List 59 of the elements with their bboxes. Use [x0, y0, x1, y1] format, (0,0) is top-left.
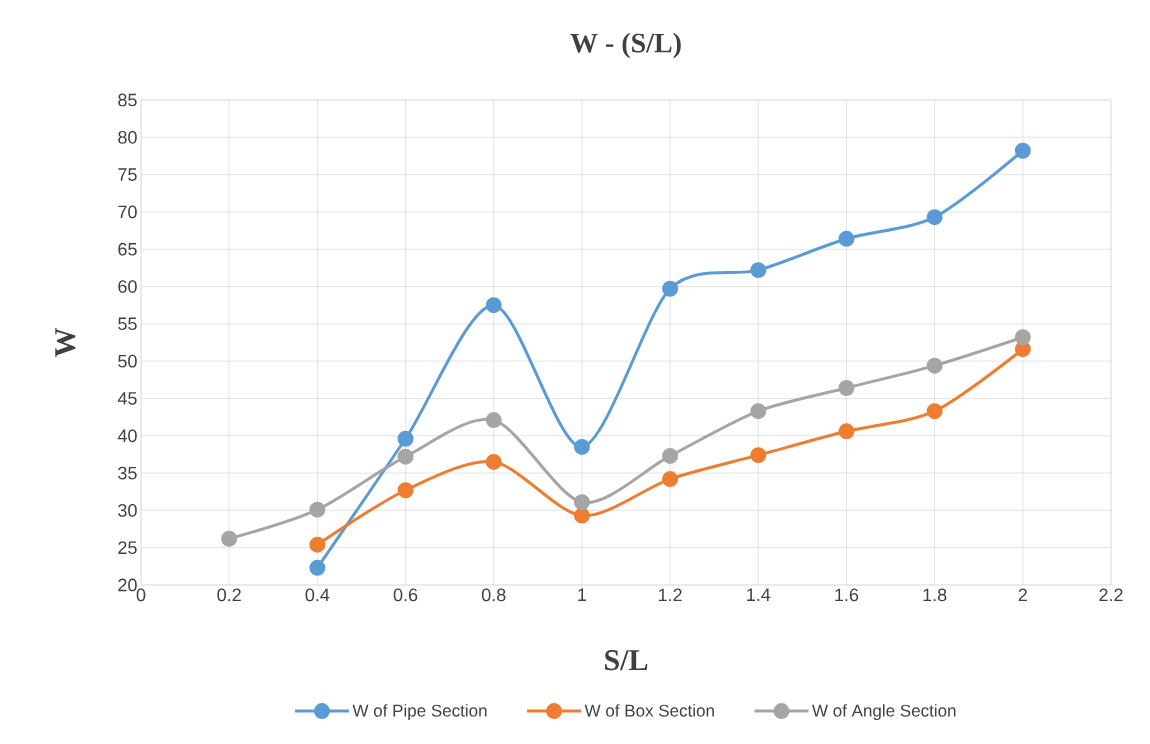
y-tick-label: 55 [118, 317, 137, 331]
x-tick-label: 1 [578, 588, 587, 601]
legend-label: W of Angle Section [812, 704, 956, 721]
point [662, 447, 679, 464]
x-tick-label: 0 [136, 588, 146, 602]
point [926, 209, 943, 226]
point [309, 501, 326, 518]
y-tick-label: 45 [117, 392, 137, 405]
point [485, 412, 502, 429]
point [573, 494, 590, 511]
x-tick-label: 2.2 [1099, 588, 1123, 602]
point [221, 530, 238, 547]
point [309, 559, 326, 576]
point [926, 403, 943, 420]
y-tick-label: 25 [118, 541, 137, 555]
point [397, 482, 414, 499]
point [662, 471, 679, 488]
point [662, 280, 679, 297]
chart-title: W - (S/L) [570, 32, 681, 59]
y-tick-label: 20 [118, 578, 137, 592]
y-tick-label: 35 [118, 466, 137, 480]
y-tick-label: 80 [118, 130, 137, 144]
y-tick-label: 40 [117, 429, 137, 443]
point [750, 262, 767, 279]
x-tick-label: 1.6 [835, 588, 859, 602]
x-axis-title: S/L [605, 650, 648, 671]
x-tick-label: 0.4 [305, 588, 330, 602]
point [397, 430, 414, 447]
y-tick-label: 50 [118, 354, 137, 368]
legend-label: W of Pipe Section [352, 704, 487, 721]
x-tick-label: 2 [1018, 588, 1027, 602]
y-tick-label: 30 [118, 504, 137, 517]
x-tick-label: 1.2 [658, 588, 682, 602]
y-tick-label: 85 [118, 93, 137, 107]
point [838, 423, 855, 440]
point [750, 403, 767, 420]
point [397, 448, 414, 465]
point [573, 507, 590, 524]
point [573, 438, 590, 455]
x-tick-label: 0.2 [217, 588, 241, 602]
point [309, 536, 326, 553]
y-tick-label: 70 [118, 205, 137, 219]
x-tick-label: 1.8 [923, 588, 947, 602]
point [485, 297, 502, 314]
point [485, 453, 502, 470]
x-tick-label: 1.4 [747, 588, 771, 601]
point [1014, 329, 1031, 346]
y-axis-title: W [55, 327, 76, 358]
y-tick-label: 65 [118, 242, 137, 256]
point [838, 230, 855, 247]
x-tick-label: 0.8 [481, 588, 506, 602]
x-tick-label: 0.6 [393, 588, 418, 602]
point [838, 380, 855, 397]
point [926, 357, 943, 374]
point [1014, 142, 1031, 159]
point [750, 447, 767, 464]
legend-label: W of Box Section [584, 704, 714, 717]
y-tick-label: 60 [118, 280, 137, 293]
y-tick-label: 75 [118, 168, 137, 181]
